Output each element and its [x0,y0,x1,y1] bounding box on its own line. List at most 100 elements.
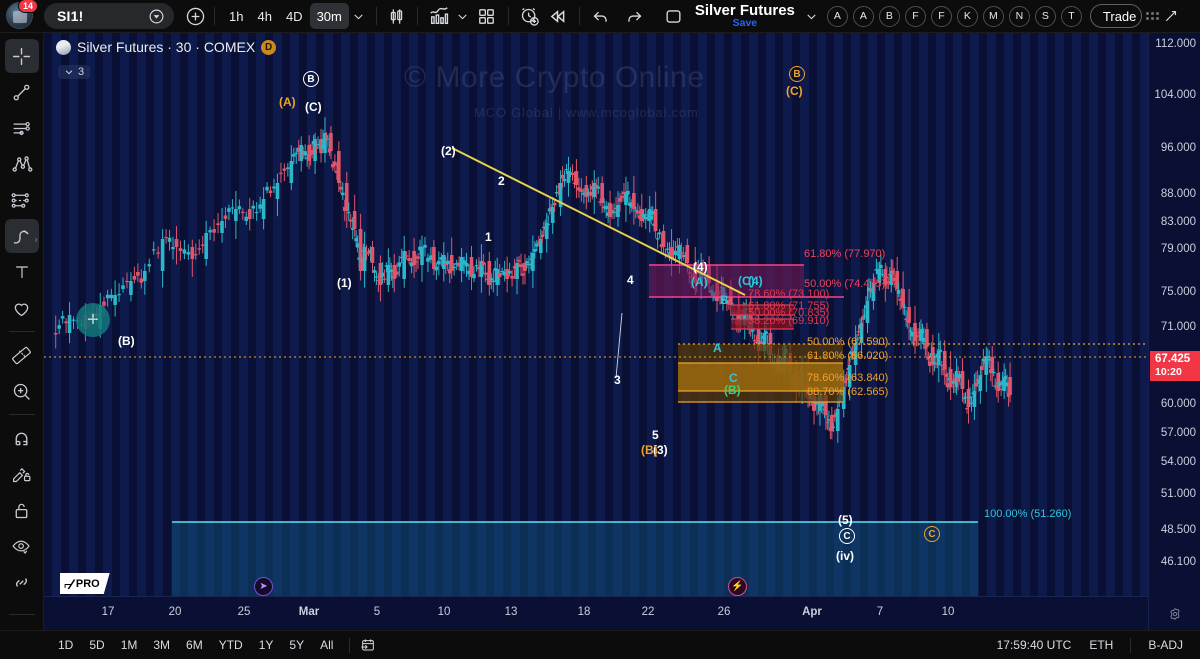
diamond-icon[interactable] [146,6,166,26]
range-buttons: 1D 5D 1M 3M 6M YTD 1Y 5Y All [50,638,341,652]
toolbar-divider [214,7,215,25]
layout-letter-6[interactable]: M [983,6,1004,27]
drawing-mode-tool[interactable] [5,457,39,491]
layout-letter-9[interactable]: T [1061,6,1082,27]
wave-label-12: (B) [641,443,658,457]
layout-letter-1[interactable]: A [853,6,874,27]
price-tick-48.500: 48.500 [1161,524,1196,536]
layout-letter-5[interactable]: K [957,6,978,27]
trend-line-tool[interactable] [5,75,39,109]
chevron-down-icon[interactable] [802,6,822,26]
fib-retracement-tool[interactable] [5,183,39,217]
range-button-5y[interactable]: 5Y [281,638,312,652]
layout-letter-7[interactable]: N [1009,6,1030,27]
horizontal-lines-tool[interactable] [5,111,39,145]
range-button-1m[interactable]: 1M [113,638,146,652]
price-scale[interactable]: 112.000 104.000 96.000 88.000 83.000 79.000 75… [1148,33,1200,630]
time-tick-17: 17 [102,606,115,618]
fib-label-cyan: 100.00% (51.260) [984,508,1071,520]
scale-settings-icon[interactable] [1168,607,1182,626]
statusbar-divider [1130,638,1131,653]
session-label[interactable]: ETH [1080,638,1122,652]
crosshair-tool[interactable] [5,39,39,73]
user-avatar[interactable]: 14 [6,2,34,30]
time-tick-25: 25 [238,606,251,618]
text-tool[interactable] [5,255,39,289]
chevron-down-icon[interactable] [349,6,369,26]
layout-letter-3[interactable]: F [905,6,926,27]
range-button-all[interactable]: All [312,638,341,652]
lock-drawings-tool[interactable] [5,493,39,527]
toolbar-divider [579,7,580,25]
calendar-icon[interactable] [358,635,378,655]
time-tick-26: 26 [718,606,731,618]
hide-drawings-tool[interactable] [5,529,39,563]
tv-logo-icon: ⌐⁄⁄ [64,576,71,592]
trade-button[interactable]: Trade [1090,4,1142,28]
time-tick-Mar: Mar [299,606,319,618]
chart-canvas[interactable]: © More Crypto Online MCO Global | www.mc… [44,33,1148,630]
chevron-down-icon[interactable] [453,6,473,26]
drawing-toolbar: › [0,33,44,659]
rail-divider [9,331,35,332]
interval-1h[interactable]: 1h [222,3,250,29]
add-symbol-icon[interactable] [183,4,207,28]
fullscreen-icon[interactable] [659,6,689,26]
range-button-1d[interactable]: 1D [50,638,81,652]
time-tick-10: 10 [438,606,451,618]
alarm-icon[interactable] [516,6,544,26]
price-tick-60.000: 60.000 [1161,398,1196,410]
fib-label-gold: 88.70% (62.565) [807,386,888,398]
save-layout-button[interactable]: Save [733,18,758,29]
wave-label-0: (A) [279,95,296,109]
redo-icon[interactable] [621,6,649,26]
grip-icon[interactable] [1146,12,1160,20]
symbol-label: SI1! [57,8,83,24]
event-marker-news[interactable]: ⚡ [728,577,747,596]
range-button-1y[interactable]: 1Y [251,638,282,652]
range-button-ytd[interactable]: YTD [211,638,251,652]
interval-4h[interactable]: 4h [250,3,278,29]
symbol-search[interactable]: SI1! [44,3,174,29]
layout-title-block[interactable]: Silver Futures Save [695,3,795,29]
time-scale[interactable]: 17 20 25 Mar 5 10 13 18 22 26 Apr 7 10 [44,596,1148,630]
indicators-icon[interactable] [425,6,453,26]
candles-icon[interactable] [384,6,410,26]
current-price-badge: 67.425 10:20 [1150,351,1200,381]
layout-letter-2[interactable]: B [879,6,900,27]
sync-drawings-tool[interactable] [5,565,39,599]
brush-tool[interactable]: › [5,219,39,253]
layout-letter-8[interactable]: S [1035,6,1056,27]
undo-icon[interactable] [587,6,615,26]
wave-label-24: C [839,528,855,544]
price-tick-104.000: 104.000 [1154,89,1196,101]
patterns-tool[interactable] [5,291,39,325]
layout-letter-0[interactable]: A [827,6,848,27]
zoom-in-tool[interactable] [5,374,39,408]
grid-layout-icon[interactable] [473,6,501,26]
notification-badge[interactable]: 14 [18,0,38,13]
statusbar-divider [349,638,350,653]
interval-30m[interactable]: 30m [310,3,349,29]
adjustment-label[interactable]: B-ADJ [1139,638,1192,652]
time-tick-5: 5 [374,606,380,618]
event-marker-earnings[interactable]: ➤ [254,577,273,596]
clock-label[interactable]: 17:59:40 UTC [988,638,1081,652]
range-button-3m[interactable]: 3M [145,638,178,652]
wave-label-13: (4) [693,260,708,274]
replay-icon[interactable] [544,6,572,26]
time-tick-22: 22 [642,606,655,618]
elliott-wave-tool[interactable] [5,147,39,181]
price-tick-57.000: 57.000 [1161,427,1196,439]
chevron-right-icon[interactable]: › [35,235,38,244]
range-button-6m[interactable]: 6M [178,638,211,652]
wave-label-20: (B) [724,383,741,397]
drawing-anchor-handle[interactable]: + [76,303,110,337]
measure-tool[interactable] [5,338,39,372]
range-button-5d[interactable]: 5D [81,638,112,652]
layout-letter-4[interactable]: F [931,6,952,27]
fib-label-magenta: 78.60% (73.100) [748,288,829,300]
share-icon[interactable] [1160,6,1182,26]
interval-4d[interactable]: 4D [279,3,310,29]
magnet-tool[interactable] [5,421,39,455]
